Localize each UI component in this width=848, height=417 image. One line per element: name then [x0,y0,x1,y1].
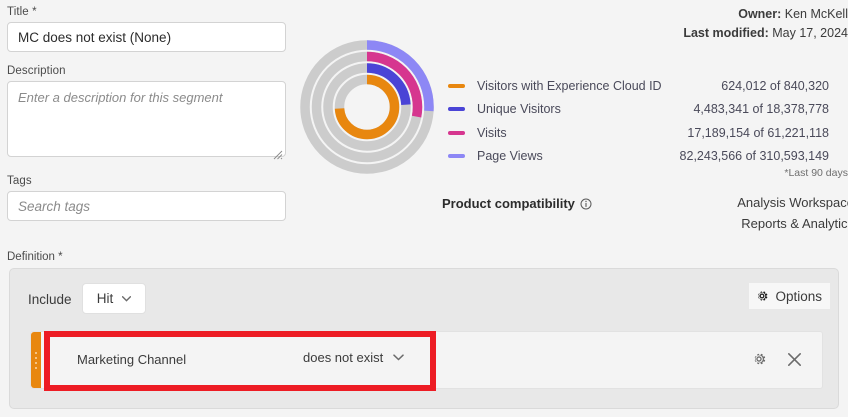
product-compatibility-label: Product compatibility [442,196,592,211]
title-input[interactable] [7,22,286,52]
owner-label: Owner: [738,7,782,21]
tags-label: Tags [7,175,32,187]
last-modified-row: Last modified: May 17, 2024 [683,24,848,43]
legend-swatch-icon [448,83,465,88]
summary-footnote: *Last 90 days [784,167,848,179]
gear-icon [754,353,766,365]
description-wrapper [7,81,286,162]
segment-info-form: Title * Description Tags [7,6,292,221]
definition-panel: Include Hit Options [9,268,839,409]
legend-swatch-icon [448,107,465,112]
rule-dimension-label[interactable]: Marketing Channel [77,352,187,367]
close-icon [788,352,801,366]
legend-metric-percent: 24% [829,102,848,116]
owner-row: Owner: Ken McKell [683,5,848,24]
options-button[interactable]: Options [749,283,830,309]
summary-legend: Visitors with Experience Cloud ID 624,01… [448,74,848,168]
legend-metric-percent: 26% [829,149,848,163]
compat-product: Analysis Workspace [737,195,848,210]
legend-metric-value: 17,189,154 of 61,221,118 [687,125,829,140]
legend-swatch-icon [448,130,465,135]
grip-dot-icon [35,356,37,359]
info-icon[interactable] [580,198,592,210]
title-label: Title * [7,6,37,18]
segment-meta: Owner: Ken McKell Last modified: May 17,… [683,5,848,44]
legend-metric-value: 82,243,566 of 310,593,149 [679,149,829,164]
gear-icon [758,291,768,301]
definition-label: Definition * [7,251,63,263]
definition-toolbar: Include Hit Options [10,269,838,331]
rule-row: Marketing Channel does not exist [30,331,823,391]
legend-item: Unique Visitors 4,483,341 of 18,378,778 … [448,98,848,122]
legend-metric-value: 624,012 of 840,320 [721,78,829,93]
container-type-value: Hit [96,291,114,306]
last-modified-label: Last modified: [683,26,769,41]
rule-settings-button[interactable] [751,351,767,367]
owner-value: Ken McKell [784,7,848,21]
legend-item: Page Views 82,243,566 of 310,593,149 26% [448,145,848,169]
legend-metric-name: Visits [477,125,507,140]
grip-dot-icon [35,361,37,364]
grip-dot-icon [35,351,37,354]
container-type-select[interactable]: Hit [82,283,146,314]
grip-dot-icon [35,366,37,369]
legend-swatch-icon [448,154,465,159]
options-label: Options [775,288,822,304]
tags-input[interactable] [7,191,286,221]
rule-remove-button[interactable] [787,352,802,367]
rule-actions [751,351,802,367]
legend-metric-name: Visitors with Experience Cloud ID [477,78,662,93]
compat-product: Reports & Analytics [741,216,848,232]
legend-item: Visitors with Experience Cloud ID 624,01… [448,74,848,98]
legend-metric-name: Page Views [477,149,543,164]
chevron-down-icon [122,295,132,302]
product-compatibility-list: Analysis Workspace Reports & Analytics [560,192,848,234]
legend-metric-value: 4,483,341 of 18,378,778 [693,102,829,117]
include-label: Include [28,292,72,307]
legend-metric-percent: 28% [829,126,848,140]
segment-summary-donut-chart [300,40,434,174]
last-modified-value: May 17, 2024 [772,26,848,41]
description-label: Description [7,65,66,77]
description-textarea[interactable] [7,81,286,157]
legend-metric-name: Unique Visitors [477,102,561,117]
rule-operator-value: does not exist [303,350,384,365]
product-compatibility-text: Product compatibility [442,196,575,211]
rule-operator-select[interactable]: does not exist [303,350,404,365]
chevron-down-icon [393,354,404,361]
legend-metric-percent: 74% [829,79,848,93]
rule-drag-handle[interactable] [31,332,41,388]
legend-item: Visits 17,189,154 of 61,221,118 28% [448,121,848,145]
